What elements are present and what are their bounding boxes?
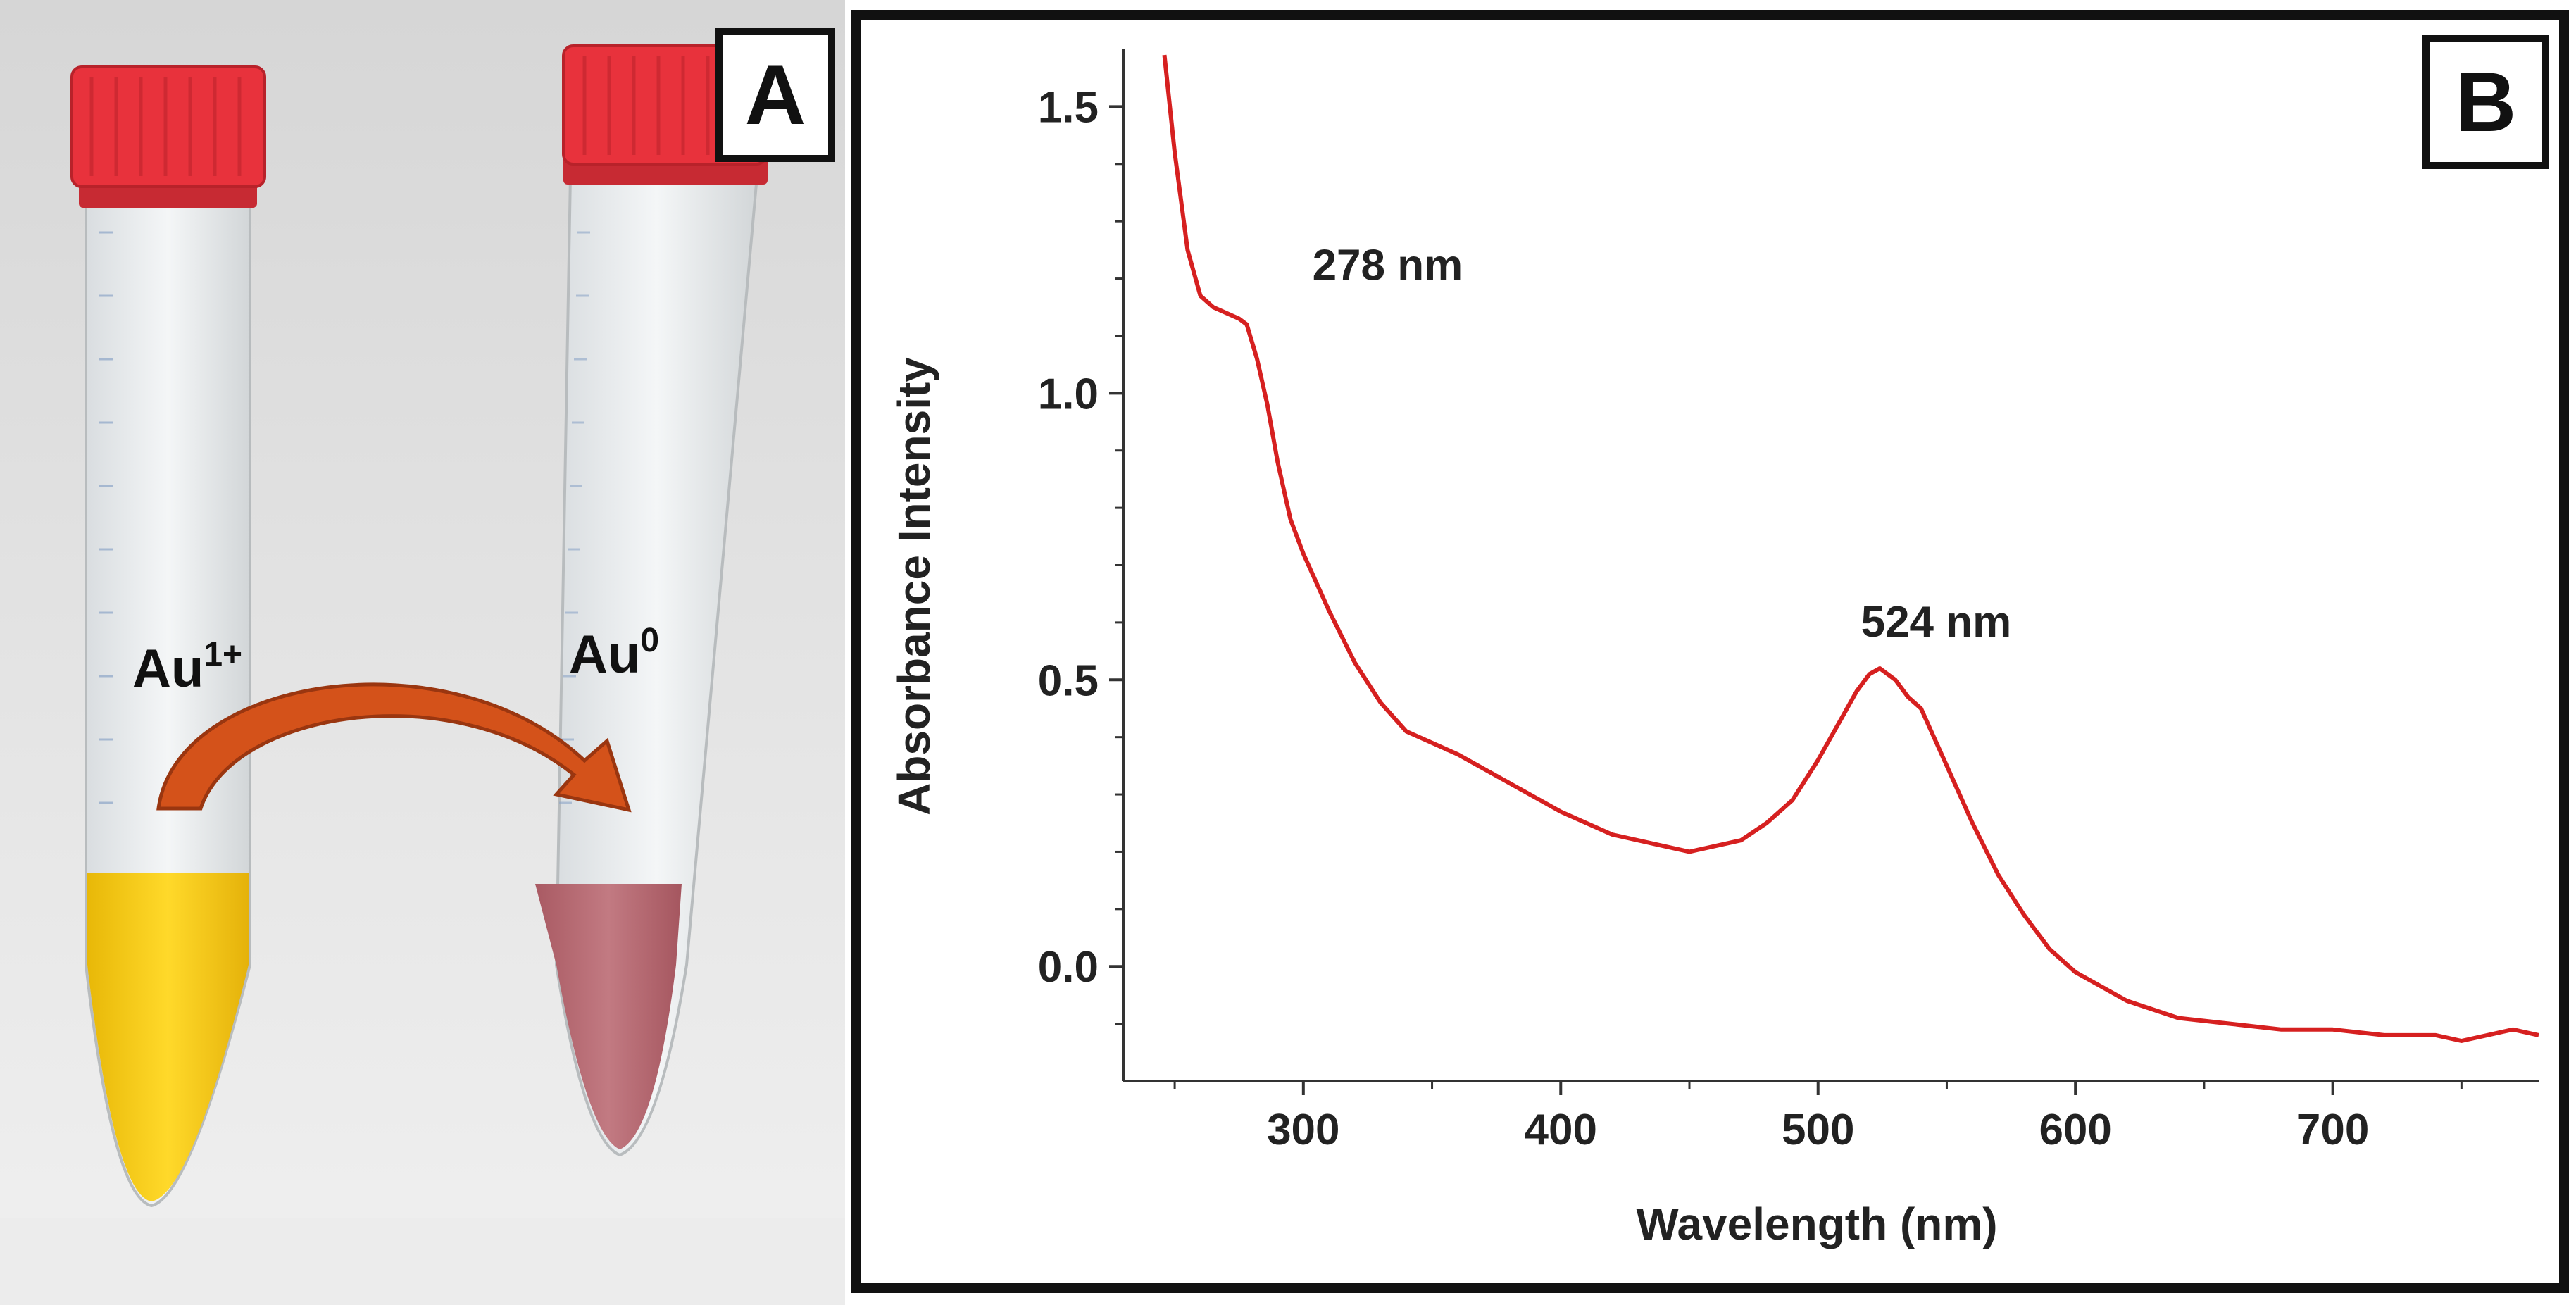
reduction-arrow: [156, 682, 632, 813]
x-tick-label: 500: [1782, 1106, 1854, 1154]
panel-label-b: B: [2422, 35, 2549, 169]
chart-panel: [851, 10, 2569, 1293]
x-tick-label: 700: [2296, 1106, 2369, 1154]
left-tube: [70, 65, 266, 1208]
y-tick-label: 1.0: [1038, 370, 1099, 418]
table-surface: [0, 1218, 845, 1305]
y-tick-label: 0.0: [1038, 943, 1099, 992]
chart-ticks: 300 400 500 600 700 0.0 0.5 1.0 1.5: [1038, 83, 2463, 1154]
photo-panel: Au1+ Au0 A: [0, 0, 845, 1305]
panel-label-a: A: [715, 28, 835, 162]
right-tube-label: Au0: [569, 622, 659, 685]
left-solution: [87, 873, 249, 1201]
x-tick-label: 400: [1525, 1106, 1597, 1154]
left-graduations: [99, 231, 113, 804]
y-tick-label: 1.5: [1038, 83, 1099, 132]
x-tick-label: 300: [1267, 1106, 1339, 1154]
right-solution: [535, 884, 682, 1149]
peak-annotation: 278 nm: [1313, 242, 1463, 290]
right-tube: [535, 44, 768, 1157]
x-tick-label: 600: [2039, 1106, 2111, 1154]
y-axis-title: Absorbance Intensity: [889, 357, 939, 816]
peak-annotation: 524 nm: [1861, 598, 2012, 647]
tubes-illustration: Au1+ Au0: [0, 0, 845, 1305]
x-axis-title: Wavelength (nm): [1636, 1199, 1997, 1249]
chart-annotations: 278 nm 524 nm: [1313, 242, 2012, 647]
chart-series: [1162, 54, 2539, 1043]
left-tube-label: Au1+: [132, 636, 242, 699]
chart-axes: [1122, 49, 2539, 1082]
absorbance-series-line: [1162, 54, 2539, 1043]
y-tick-label: 0.5: [1038, 656, 1099, 705]
right-graduations: [559, 231, 590, 804]
